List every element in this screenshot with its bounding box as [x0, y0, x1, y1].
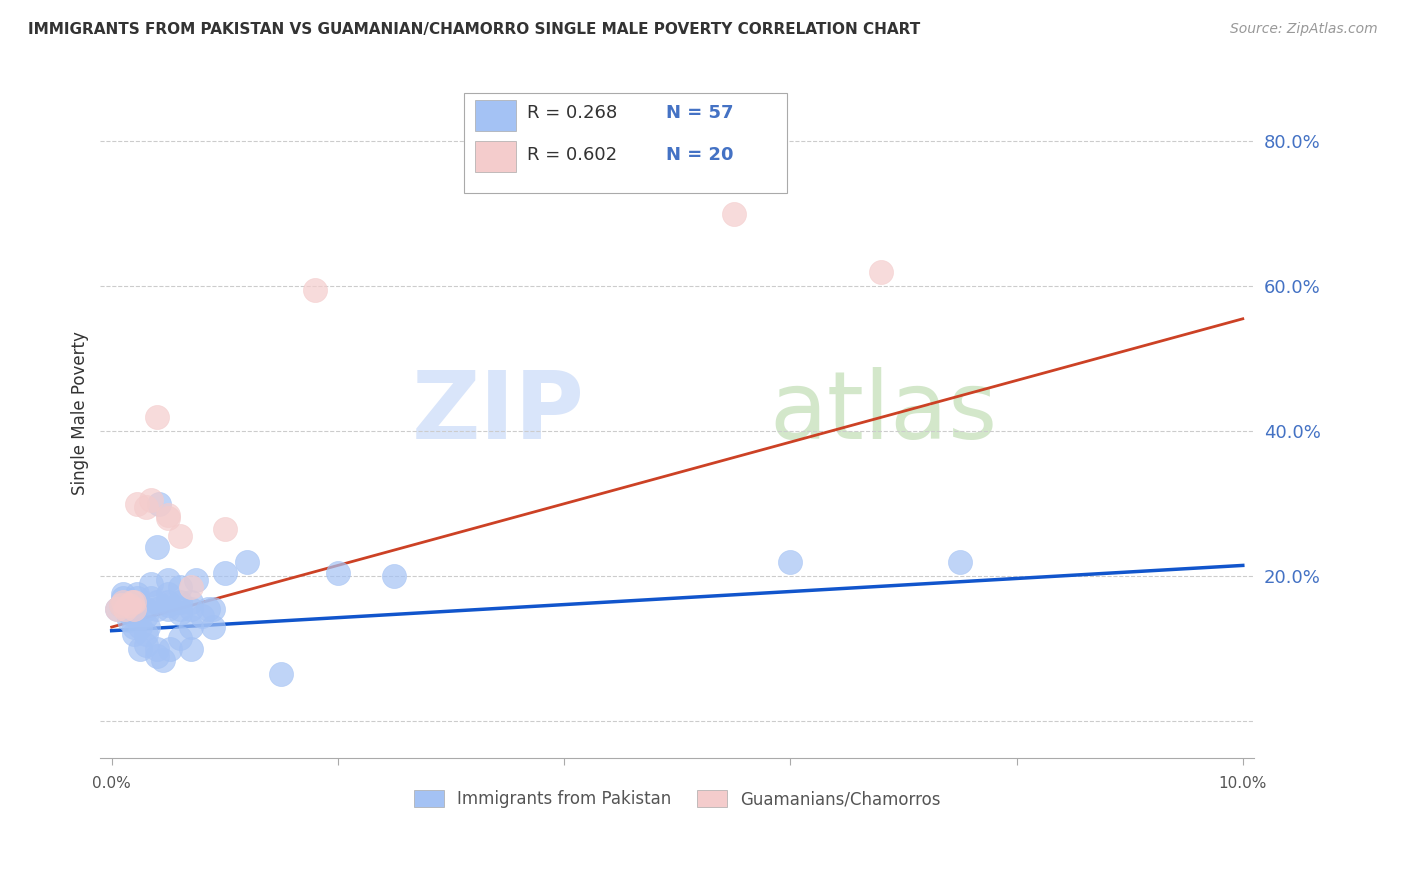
Point	[111, 595, 134, 609]
Point	[146, 541, 169, 555]
Point	[157, 599, 180, 613]
Point	[180, 602, 202, 616]
Text: Source: ZipAtlas.com: Source: ZipAtlas.com	[1230, 22, 1378, 37]
Point	[105, 602, 128, 616]
Point	[180, 580, 202, 594]
Point	[111, 587, 134, 601]
Point	[125, 591, 148, 605]
Point	[129, 641, 152, 656]
Point	[146, 602, 169, 616]
Y-axis label: Single Male Poverty: Single Male Poverty	[72, 331, 89, 495]
Point	[141, 591, 163, 605]
Point	[141, 493, 163, 508]
Point	[157, 573, 180, 587]
Point	[135, 609, 157, 624]
FancyBboxPatch shape	[475, 141, 516, 172]
Point	[197, 602, 219, 616]
Point	[111, 591, 134, 605]
Point	[304, 283, 326, 297]
Point	[146, 595, 169, 609]
Text: 10.0%: 10.0%	[1219, 776, 1267, 791]
Point	[124, 602, 146, 616]
Text: N = 57: N = 57	[665, 104, 733, 122]
Point	[157, 587, 180, 601]
Point	[169, 580, 191, 594]
Point	[157, 508, 180, 522]
Text: N = 20: N = 20	[665, 145, 733, 163]
Point	[384, 569, 406, 583]
Point	[949, 555, 972, 569]
Point	[110, 599, 132, 613]
Point	[157, 595, 180, 609]
Text: ZIP: ZIP	[412, 368, 585, 459]
Point	[146, 641, 169, 656]
Point	[117, 613, 139, 627]
Point	[723, 206, 745, 220]
Point	[202, 602, 225, 616]
Point	[124, 595, 146, 609]
Point	[124, 627, 146, 641]
Point	[117, 599, 139, 613]
Point	[124, 620, 146, 634]
Point	[135, 602, 157, 616]
Point	[169, 631, 191, 645]
Text: IMMIGRANTS FROM PAKISTAN VS GUAMANIAN/CHAMORRO SINGLE MALE POVERTY CORRELATION C: IMMIGRANTS FROM PAKISTAN VS GUAMANIAN/CH…	[28, 22, 921, 37]
Point	[117, 599, 139, 613]
Point	[146, 649, 169, 664]
Point	[180, 595, 202, 609]
Point	[186, 573, 208, 587]
Point	[110, 599, 132, 613]
Point	[124, 606, 146, 620]
Point	[159, 641, 181, 656]
Point	[169, 606, 191, 620]
Point	[125, 497, 148, 511]
Point	[180, 641, 202, 656]
FancyBboxPatch shape	[464, 93, 787, 193]
Point	[135, 627, 157, 641]
Text: R = 0.268: R = 0.268	[527, 104, 617, 122]
Point	[105, 602, 128, 616]
Point	[152, 653, 174, 667]
Text: 0.0%: 0.0%	[93, 776, 131, 791]
Point	[779, 555, 801, 569]
Point	[146, 409, 169, 424]
Point	[869, 265, 891, 279]
Point	[136, 620, 159, 634]
Point	[111, 595, 134, 609]
Point	[157, 602, 180, 616]
Point	[191, 609, 214, 624]
Text: R = 0.602: R = 0.602	[527, 145, 617, 163]
Point	[214, 566, 236, 580]
Point	[129, 620, 152, 634]
Point	[121, 595, 143, 609]
Point	[157, 511, 180, 525]
Point	[114, 602, 136, 616]
Point	[180, 620, 202, 634]
Point	[169, 595, 191, 609]
FancyBboxPatch shape	[475, 100, 516, 130]
Point	[169, 529, 191, 543]
Point	[124, 599, 146, 613]
Point	[202, 620, 225, 634]
Point	[148, 497, 170, 511]
Point	[270, 667, 292, 681]
Point	[169, 602, 191, 616]
Point	[326, 566, 349, 580]
Point	[236, 555, 259, 569]
Point	[125, 587, 148, 601]
Point	[135, 500, 157, 515]
Point	[214, 522, 236, 536]
Legend: Immigrants from Pakistan, Guamanians/Chamorros: Immigrants from Pakistan, Guamanians/Cha…	[408, 783, 948, 814]
Point	[141, 576, 163, 591]
Point	[135, 638, 157, 652]
Text: atlas: atlas	[769, 368, 998, 459]
Point	[117, 606, 139, 620]
